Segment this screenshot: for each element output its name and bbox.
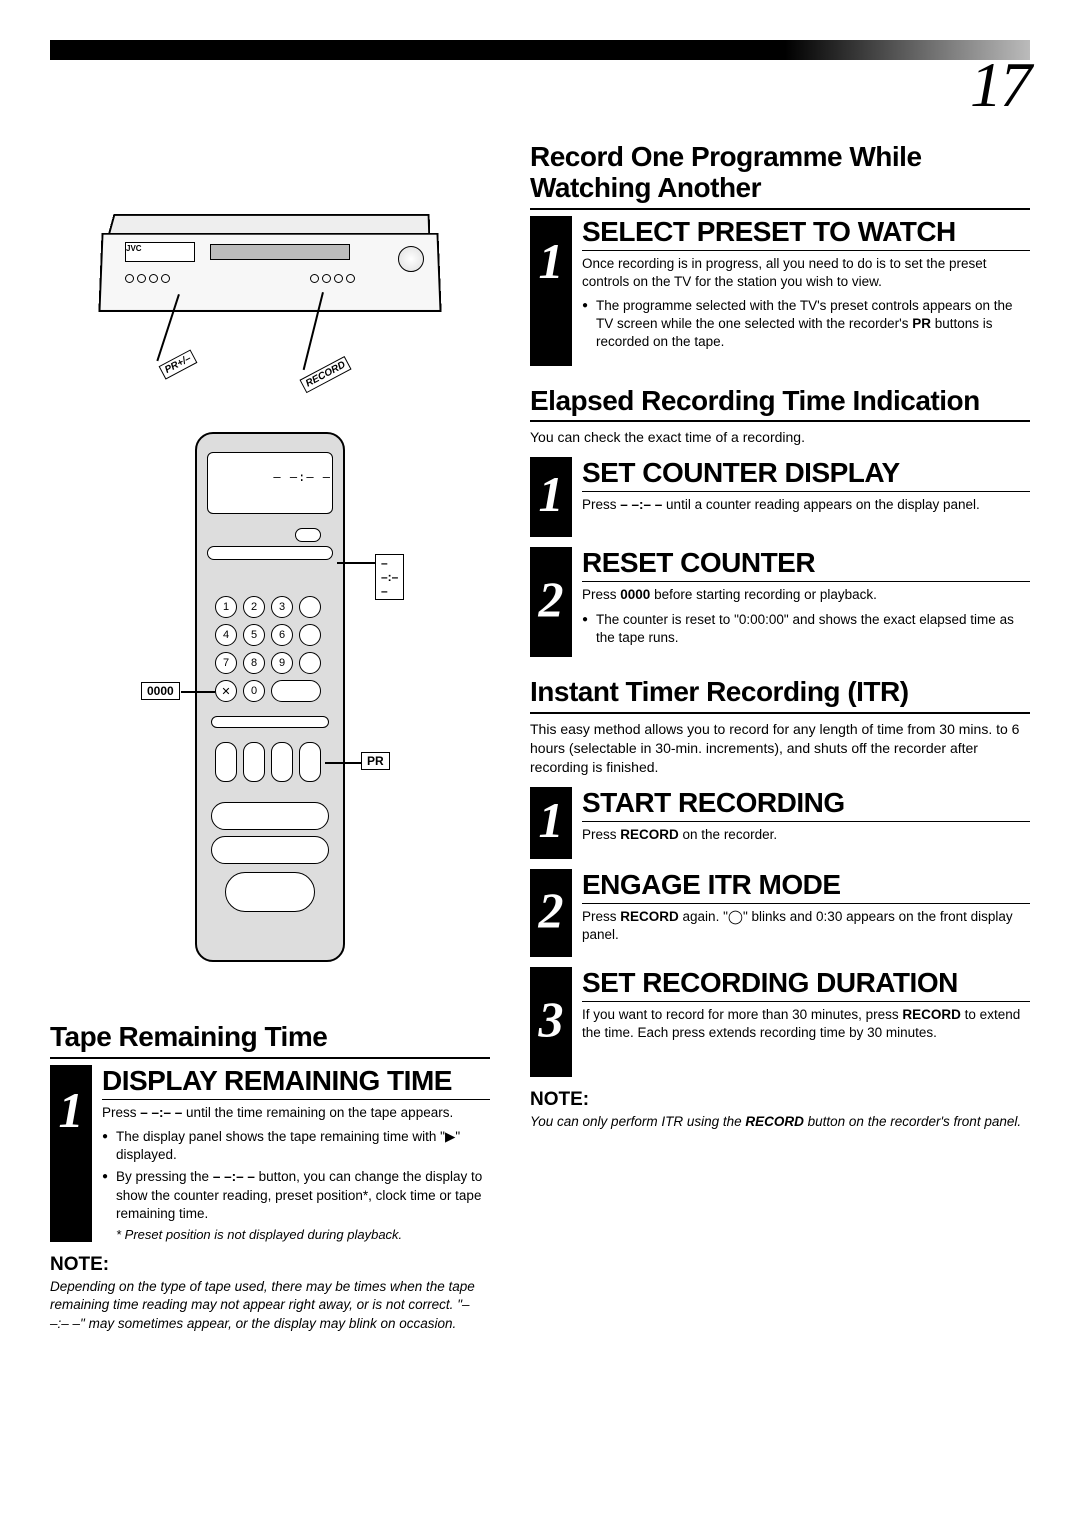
remote-illustration: – –:– – 1 2 3 4 5 6 7 8 9 ✕ 0 [145, 432, 395, 992]
keypad-7: 7 [215, 652, 237, 674]
callout-0000: 0000 [141, 682, 180, 700]
note-heading: NOTE: [530, 1089, 1030, 1111]
step-engage-itr: 2 ENGAGE ITR MODE Press RECORD again. "◯… [530, 869, 1030, 957]
vcr-illustration: JVC PR+/– RECORD [80, 192, 460, 412]
step-body: Press – –:– – until a counter reading ap… [582, 496, 1030, 514]
section-title-tape-remaining: Tape Remaining Time [50, 1022, 490, 1059]
step-body: Press 0000 before starting recording or … [582, 586, 1030, 604]
step-select-preset: 1 SELECT PRESET TO WATCH Once recording … [530, 216, 1030, 366]
step-body: Press RECORD again. "◯" blinks and 0:30 … [582, 908, 1030, 944]
record-indicator-icon: ◯ [728, 909, 743, 924]
step-number-2: 2 [530, 869, 572, 957]
bullet-item: By pressing the – –:– – button, you can … [102, 1168, 490, 1223]
step-number-1: 1 [50, 1065, 92, 1242]
step-body: If you want to record for more than 30 m… [582, 1006, 1030, 1042]
left-column: JVC PR+/– RECORD – –:– – 1 2 3 4 5 6 [50, 142, 490, 1333]
section-intro: You can check the exact time of a record… [530, 428, 1030, 447]
bullet-item: The display panel shows the tape remaini… [102, 1128, 490, 1164]
step-set-counter: 1 SET COUNTER DISPLAY Press – –:– – unti… [530, 457, 1030, 537]
keypad-2: 2 [243, 596, 265, 618]
step-title: RESET COUNTER [582, 547, 1030, 582]
bullet-item: The counter is reset to "0:00:00" and sh… [582, 611, 1030, 647]
tape-icon: ▶ [445, 1129, 455, 1144]
step-number-1: 1 [530, 787, 572, 859]
keypad-1: 1 [215, 596, 237, 618]
two-column-layout: JVC PR+/– RECORD – –:– – 1 2 3 4 5 6 [50, 142, 1030, 1333]
page-number: 17 [50, 48, 1030, 122]
step-number-3: 3 [530, 967, 572, 1077]
step-number-2: 2 [530, 547, 572, 657]
step-title: SET COUNTER DISPLAY [582, 457, 1030, 492]
step-display-remaining-time: 1 DISPLAY REMAINING TIME Press – –:– – u… [50, 1065, 490, 1242]
step-body: Press RECORD on the recorder. [582, 826, 1030, 844]
footnote: * Preset position is not displayed durin… [102, 1227, 490, 1242]
step-title: START RECORDING [582, 787, 1030, 822]
keypad-3: 3 [271, 596, 293, 618]
remote-lcd-time: – –:– – [273, 470, 331, 484]
step-reset-counter: 2 RESET COUNTER Press 0000 before starti… [530, 547, 1030, 657]
keypad-8: 8 [243, 652, 265, 674]
section-title-elapsed: Elapsed Recording Time Indication [530, 386, 1030, 423]
bullet-item: The programme selected with the TV's pre… [582, 297, 1030, 352]
note-body: Depending on the type of tape used, ther… [50, 1278, 490, 1333]
keypad-4: 4 [215, 624, 237, 646]
step-start-recording: 1 START RECORDING Press RECORD on the re… [530, 787, 1030, 859]
step-set-duration: 3 SET RECORDING DURATION If you want to … [530, 967, 1030, 1077]
step-body: Once recording is in progress, all you n… [582, 255, 1030, 291]
keypad-6: 6 [271, 624, 293, 646]
step-title: DISPLAY REMAINING TIME [102, 1065, 490, 1100]
step-title: ENGAGE ITR MODE [582, 869, 1030, 904]
step-body: Press – –:– – until the time remaining o… [102, 1104, 490, 1122]
section-intro: This easy method allows you to record fo… [530, 720, 1030, 777]
callout-display: – –:– – [375, 554, 404, 600]
right-column: Record One Programme While Watching Anot… [530, 142, 1030, 1333]
step-number-1: 1 [530, 457, 572, 537]
note-body: You can only perform ITR using the RECOR… [530, 1113, 1030, 1131]
callout-pr-buttons: PR+/– [159, 349, 198, 379]
section-title-record-watch: Record One Programme While Watching Anot… [530, 142, 1030, 210]
step-title: SET RECORDING DURATION [582, 967, 1030, 1002]
jvc-logo: JVC [126, 244, 142, 253]
section-title-itr: Instant Timer Recording (ITR) [530, 677, 1030, 714]
keypad-9: 9 [271, 652, 293, 674]
keypad-0: 0 [243, 680, 265, 702]
callout-record-button: RECORD [299, 356, 351, 393]
callout-pr: PR [361, 752, 390, 770]
step-title: SELECT PRESET TO WATCH [582, 216, 1030, 251]
step-number-1: 1 [530, 216, 572, 366]
keypad-5: 5 [243, 624, 265, 646]
note-heading: NOTE: [50, 1254, 490, 1276]
